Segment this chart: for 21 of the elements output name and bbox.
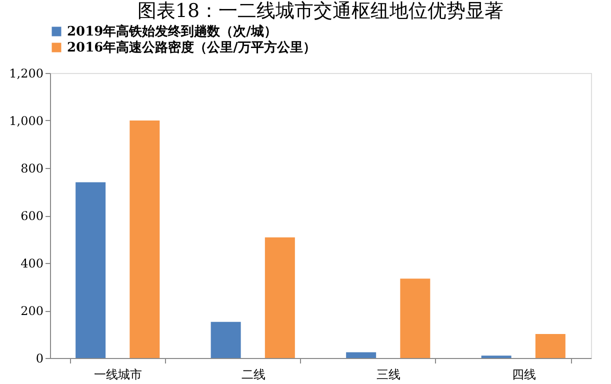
bar — [535, 334, 566, 358]
bar — [264, 237, 295, 358]
x-tick-label: 三线 — [376, 368, 401, 382]
y-tick-label: 600 — [20, 209, 44, 223]
bar — [400, 278, 430, 358]
bar — [210, 322, 241, 358]
bar — [76, 182, 106, 358]
y-tick-label: 1,000 — [9, 114, 44, 128]
y-tick-label: 1,200 — [9, 66, 44, 80]
x-tick-label: 二线 — [241, 368, 266, 382]
x-tick-label: 四线 — [512, 368, 536, 382]
y-tick-label: 0 — [36, 352, 44, 366]
bar — [346, 352, 376, 358]
y-tick-label: 800 — [20, 162, 44, 176]
y-tick-label: 400 — [20, 256, 44, 270]
legend-label: 2016年高速公路密度（公里/万平方公里） — [67, 40, 316, 56]
legend-label: 2019年高铁始发终到趟数（次/城） — [67, 24, 277, 40]
x-tick-label: 一线城市 — [94, 368, 142, 382]
chart-title: 图表18：一二线城市交通枢纽地位优势显著 — [137, 0, 504, 22]
bar — [130, 120, 160, 358]
y-tick-label: 200 — [20, 304, 44, 318]
